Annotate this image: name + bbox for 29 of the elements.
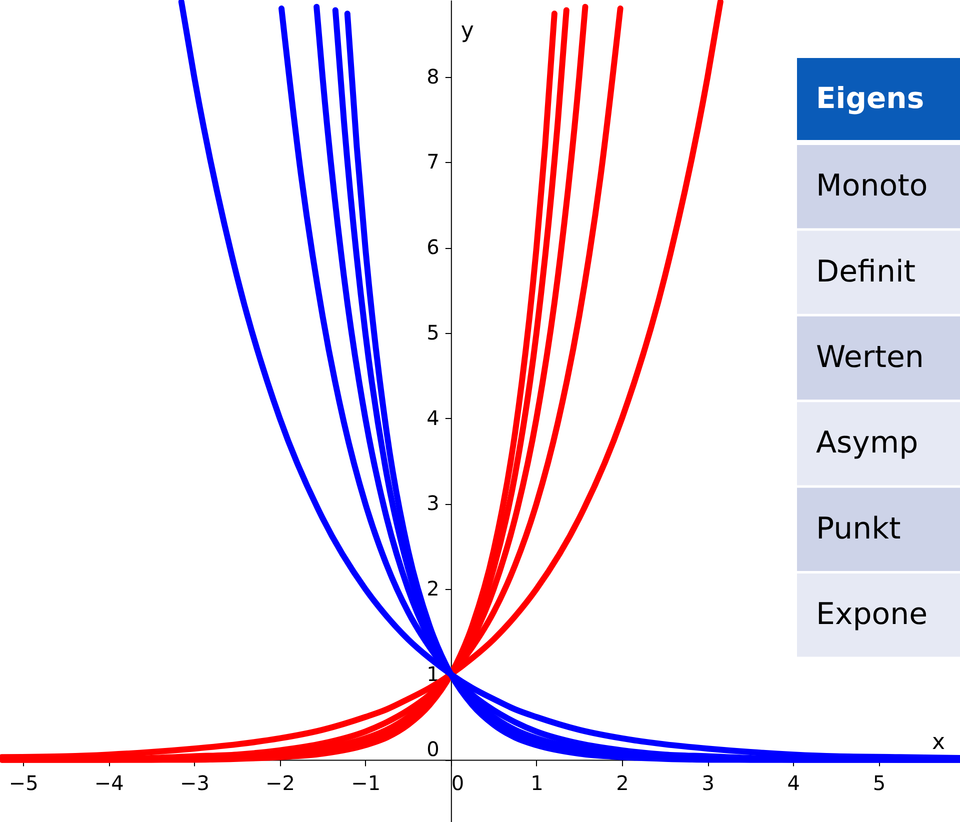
y-tick-label: 0 xyxy=(426,737,440,762)
y-tick-label: 1 xyxy=(426,662,440,686)
x-axis-title: x xyxy=(932,730,946,756)
y-tick-label: 8 xyxy=(426,64,440,88)
x-tick-label: 2 xyxy=(616,771,629,796)
y-tick-label: 7 xyxy=(426,150,440,174)
x-tick-label: 5 xyxy=(872,771,886,796)
annotation: Punkt xyxy=(816,511,901,546)
y-tick-label: 3 xyxy=(426,491,440,516)
x-tick-label: 1 xyxy=(530,771,544,796)
y-axis-title: y xyxy=(460,18,474,44)
x-tick-label: −3 xyxy=(180,771,210,796)
annotation: Definit xyxy=(816,254,916,290)
annotation: Asymp xyxy=(816,426,918,461)
y-tick-label: 6 xyxy=(426,235,440,260)
annotation: Monoto xyxy=(816,168,928,204)
y-tick-label: 2 xyxy=(426,576,440,600)
x-tick-label: −5 xyxy=(8,771,38,796)
x-tick-label: 4 xyxy=(787,771,800,796)
x-tick-label: −2 xyxy=(266,771,296,796)
annotation: Eigens xyxy=(816,81,924,115)
annotation: Expone xyxy=(816,597,928,632)
y-tick-label: 4 xyxy=(426,406,440,430)
x-tick-label: 0 xyxy=(451,771,464,796)
x-tick-label: 3 xyxy=(702,771,714,796)
y-tick-label: 5 xyxy=(426,320,440,344)
x-tick-label: −4 xyxy=(94,771,124,796)
x-tick-label: −1 xyxy=(351,771,381,796)
annotation: Werten xyxy=(816,340,924,375)
